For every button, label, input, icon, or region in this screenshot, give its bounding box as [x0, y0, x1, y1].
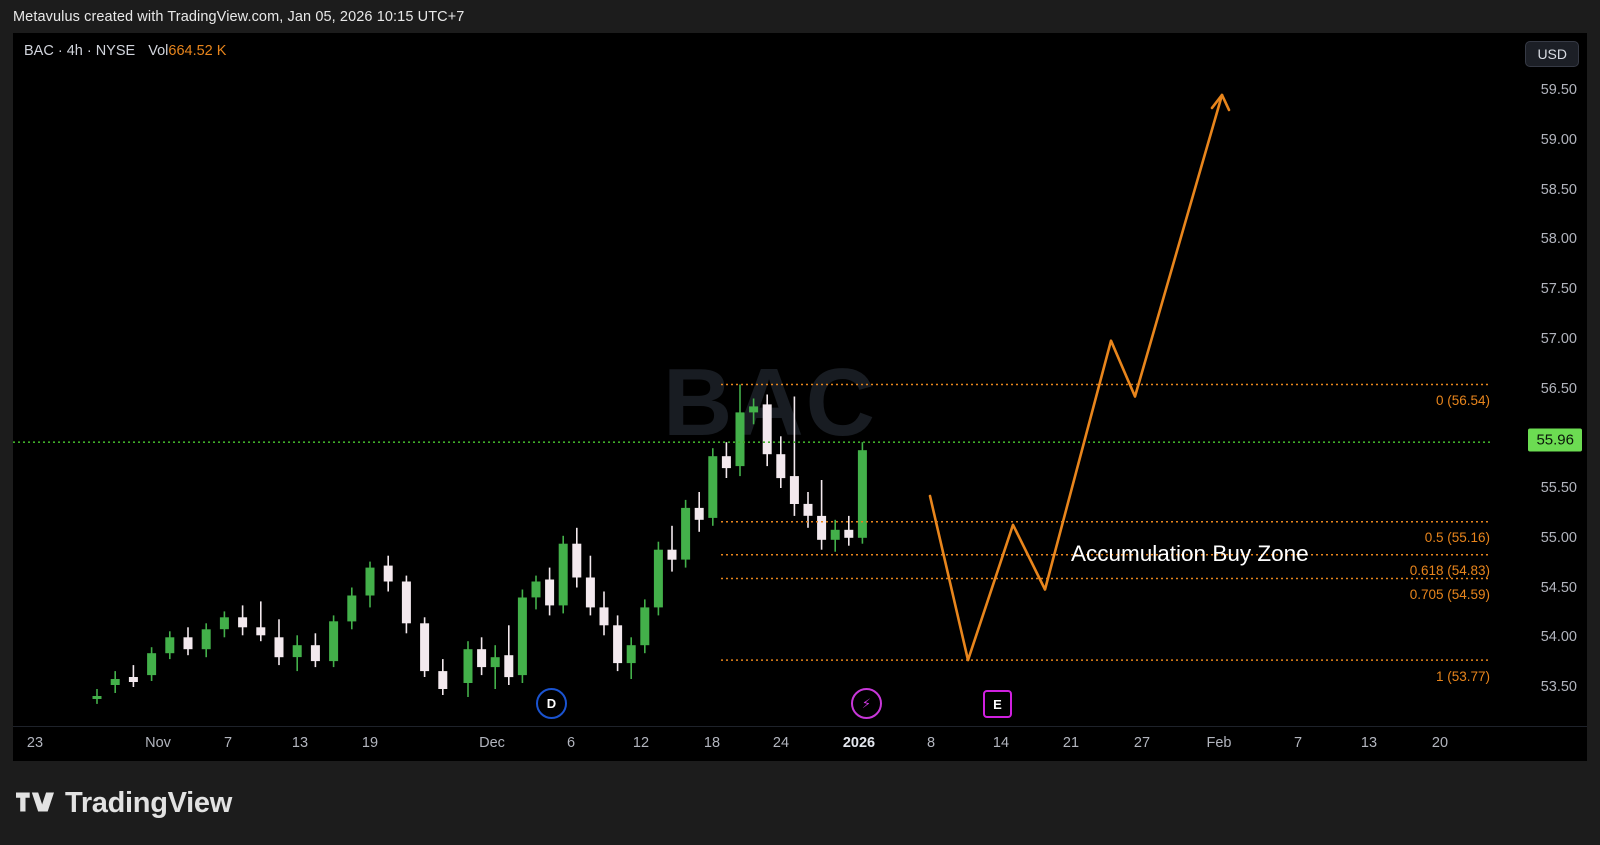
- time-tick: 13: [291, 735, 309, 751]
- current-price-badge[interactable]: 55.96: [1528, 428, 1582, 452]
- price-axis[interactable]: USD 59.50 59.00 58.50 58.00 57.50 57.00 …: [1490, 33, 1587, 726]
- attribution-text: Metavulus created with TradingView.com, …: [13, 8, 465, 25]
- time-tick: 19: [361, 735, 379, 751]
- chart-frame: BAC · 4h · NYSE Vol 664.52 K BAC 0 (56.5…: [13, 33, 1587, 761]
- price-tick: 54.00: [1540, 629, 1577, 645]
- price-tick: 55.50: [1540, 480, 1577, 496]
- time-tick: 13: [1360, 735, 1378, 751]
- price-tick: 58.50: [1540, 182, 1577, 198]
- time-tick: 20: [1431, 735, 1449, 751]
- currency-badge[interactable]: USD: [1525, 41, 1579, 67]
- footer: TradingView: [0, 761, 1600, 845]
- event-marker-icon[interactable]: ⚡: [851, 688, 882, 719]
- time-axis[interactable]: 23 Nov 7 13 19 Dec 6 12 18 24 2026 8 14 21 27 Feb 7 13 20: [13, 726, 1587, 761]
- fib-label-1: 1 (53.77): [1435, 669, 1490, 684]
- chart-legend[interactable]: BAC · 4h · NYSE Vol 664.52 K: [24, 43, 226, 59]
- price-tick: 58.00: [1540, 231, 1577, 247]
- legend-symbol[interactable]: BAC · 4h · NYSE: [24, 43, 136, 59]
- time-tick: Nov: [145, 735, 171, 751]
- fib-label-0-705: 0.705 (54.59): [1409, 587, 1490, 602]
- price-tick: 57.00: [1540, 331, 1577, 347]
- fib-label-0: 0 (56.54): [1435, 393, 1490, 408]
- attribution-bar: Metavulus created with TradingView.com, …: [0, 0, 1600, 33]
- event-marker-glyph: ⚡: [861, 695, 872, 711]
- time-tick: 12: [632, 735, 650, 751]
- time-tick: 27: [1133, 735, 1151, 751]
- time-tick: 8: [926, 735, 936, 751]
- price-tick: 53.50: [1540, 679, 1577, 695]
- time-tick: Feb: [1206, 735, 1232, 751]
- time-tick: Dec: [479, 735, 505, 751]
- price-tick: 55.00: [1540, 530, 1577, 546]
- tradingview-mark-icon: [16, 792, 54, 812]
- dividend-marker-glyph: D: [546, 696, 557, 711]
- time-tick: 23: [26, 735, 44, 751]
- time-tick: 14: [992, 735, 1010, 751]
- chart-overlays: [13, 93, 1490, 662]
- price-tick: 57.50: [1540, 281, 1577, 297]
- legend-volume-label: Vol: [148, 43, 169, 59]
- tradingview-wordmark: TradingView: [65, 786, 232, 819]
- time-tick: 7: [1293, 735, 1303, 751]
- price-tick: 59.50: [1540, 82, 1577, 98]
- accumulation-buy-zone-label: Accumulation Buy Zone: [1071, 541, 1309, 566]
- price-tick: 56.50: [1540, 381, 1577, 397]
- time-tick: 24: [772, 735, 790, 751]
- fib-label-0-5: 0.5 (55.16): [1424, 530, 1490, 545]
- time-tick: 7: [223, 735, 233, 751]
- dividend-marker-icon[interactable]: D: [536, 688, 567, 719]
- time-tick: 2026: [842, 735, 876, 751]
- tradingview-logo: TradingView: [0, 787, 232, 820]
- earnings-marker-glyph: E: [993, 696, 1002, 712]
- candlestick-series: [92, 384, 867, 704]
- price-tick: 59.00: [1540, 132, 1577, 148]
- earnings-marker-icon[interactable]: E: [983, 690, 1012, 718]
- chart-pane[interactable]: BAC · 4h · NYSE Vol 664.52 K BAC 0 (56.5…: [13, 33, 1490, 726]
- legend-volume-value: 664.52 K: [168, 43, 227, 59]
- time-tick: 18: [703, 735, 721, 751]
- time-tick: 21: [1062, 735, 1080, 751]
- time-tick: 6: [566, 735, 576, 751]
- price-tick: 54.50: [1540, 580, 1577, 596]
- fib-label-0-618: 0.618 (54.83): [1409, 563, 1490, 578]
